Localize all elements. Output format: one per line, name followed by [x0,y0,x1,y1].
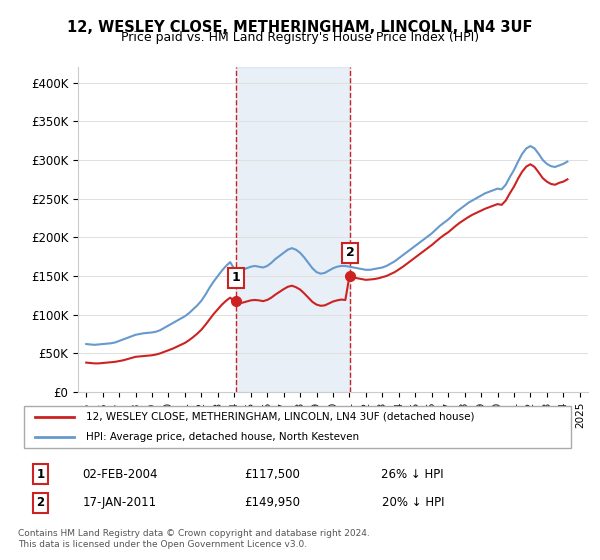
Text: £117,500: £117,500 [244,468,300,481]
Text: 12, WESLEY CLOSE, METHERINGHAM, LINCOLN, LN4 3UF (detached house): 12, WESLEY CLOSE, METHERINGHAM, LINCOLN,… [86,412,474,422]
Bar [236,67,350,392]
Text: 17-JAN-2011: 17-JAN-2011 [82,496,157,509]
Text: 1: 1 [37,468,44,481]
Text: 20% ↓ HPI: 20% ↓ HPI [382,496,444,509]
FancyBboxPatch shape [23,405,571,449]
Text: HPI: Average price, detached house, North Kesteven: HPI: Average price, detached house, Nort… [86,432,359,442]
Text: 2: 2 [37,496,44,509]
Text: Contains HM Land Registry data © Crown copyright and database right 2024.
This d: Contains HM Land Registry data © Crown c… [18,529,370,549]
Text: 12, WESLEY CLOSE, METHERINGHAM, LINCOLN, LN4 3UF: 12, WESLEY CLOSE, METHERINGHAM, LINCOLN,… [67,20,533,35]
Text: Price paid vs. HM Land Registry's House Price Index (HPI): Price paid vs. HM Land Registry's House … [121,31,479,44]
Text: £149,950: £149,950 [244,496,300,509]
Text: 02-FEB-2004: 02-FEB-2004 [82,468,157,481]
Text: 26% ↓ HPI: 26% ↓ HPI [382,468,444,481]
Text: 1: 1 [232,272,240,284]
Text: 2: 2 [346,246,355,259]
